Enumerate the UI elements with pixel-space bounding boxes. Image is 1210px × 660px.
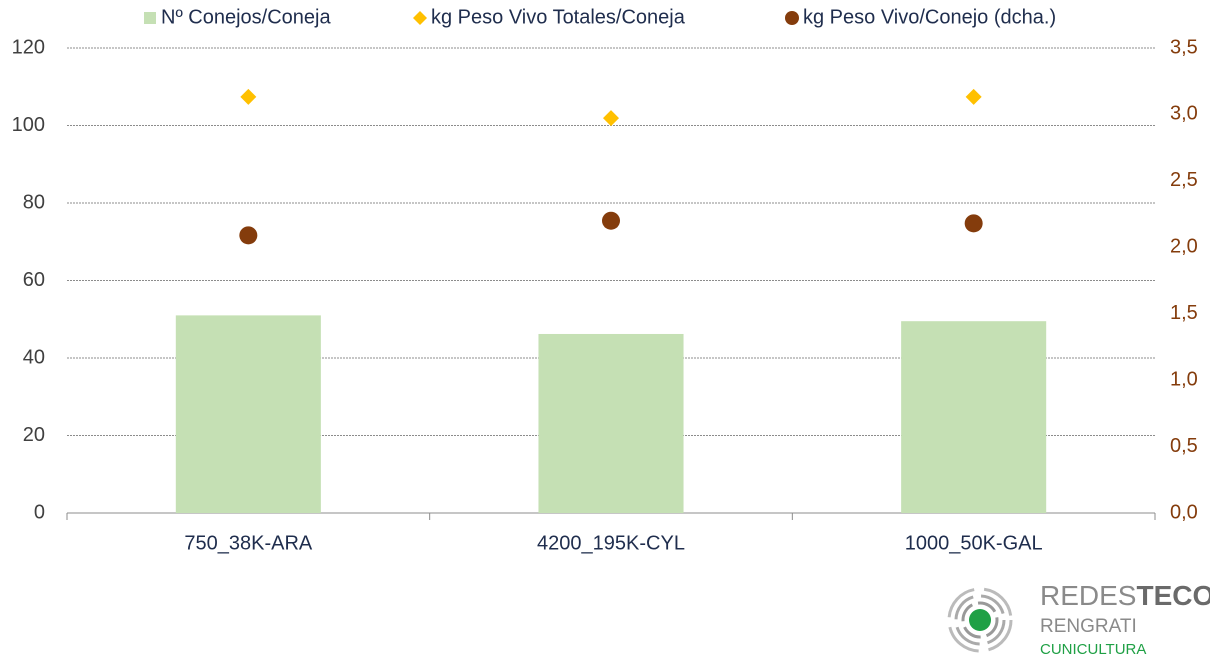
- logo-dot: [969, 609, 991, 631]
- legend-swatch: [413, 11, 427, 25]
- logo-line: CUNICULTURA: [1040, 641, 1146, 658]
- bar: [901, 321, 1047, 513]
- logo-light: REDES: [1040, 580, 1136, 611]
- circle-marker: [239, 226, 258, 245]
- y-tick-label: 80: [23, 191, 45, 213]
- y2-tick-label: 0,5: [1170, 435, 1198, 457]
- x-tick-label: 4200_195K-CYL: [537, 532, 685, 554]
- diamond-marker: [965, 88, 982, 105]
- y-tick-label: 60: [23, 269, 45, 291]
- y2-tick-label: 0,0: [1170, 501, 1198, 523]
- logo-bold: TECO: [1136, 580, 1210, 611]
- y2-tick-label: 2,5: [1170, 169, 1198, 191]
- logo-ring: [954, 594, 1006, 646]
- diamond-marker: [603, 110, 619, 127]
- y2-tick-label: 2,0: [1170, 236, 1198, 258]
- legend-label: kg Peso Vivo Totales/Coneja: [431, 6, 686, 28]
- legend-swatch: [785, 11, 799, 25]
- y-tick-label: 0: [34, 501, 45, 523]
- logo: REDESTECO RENGRATI CUNICULTURA: [947, 580, 1210, 658]
- bar: [538, 333, 684, 513]
- x-tick-label: 1000_50K-GAL: [905, 532, 1043, 554]
- logo-ring: [961, 601, 999, 639]
- y2-tick-label: 3,5: [1170, 36, 1198, 58]
- y2-tick-label: 1,5: [1170, 302, 1198, 324]
- y2-tick-label: 3,0: [1170, 103, 1198, 125]
- logo-line: RENGRATI: [1040, 616, 1137, 637]
- y2-tick-label: 1,0: [1170, 368, 1198, 390]
- circle-marker: [964, 214, 983, 233]
- y-tick-label: 100: [12, 114, 45, 136]
- y-tick-label: 20: [23, 424, 45, 446]
- logo-ring: [947, 587, 1013, 653]
- y-tick-label: 40: [23, 346, 45, 368]
- diamond-marker: [240, 88, 257, 105]
- legend-label: kg Peso Vivo/Conejo (dcha.): [803, 6, 1056, 28]
- x-tick-label: 750_38K-ARA: [184, 532, 313, 554]
- logo-text: REDESTECO: [1040, 580, 1210, 611]
- legend-label: Nº Conejos/Coneja: [161, 6, 331, 28]
- y-tick-label: 120: [12, 36, 45, 58]
- legend-swatch: [144, 12, 156, 24]
- circle-marker: [602, 211, 620, 230]
- bar: [175, 315, 321, 513]
